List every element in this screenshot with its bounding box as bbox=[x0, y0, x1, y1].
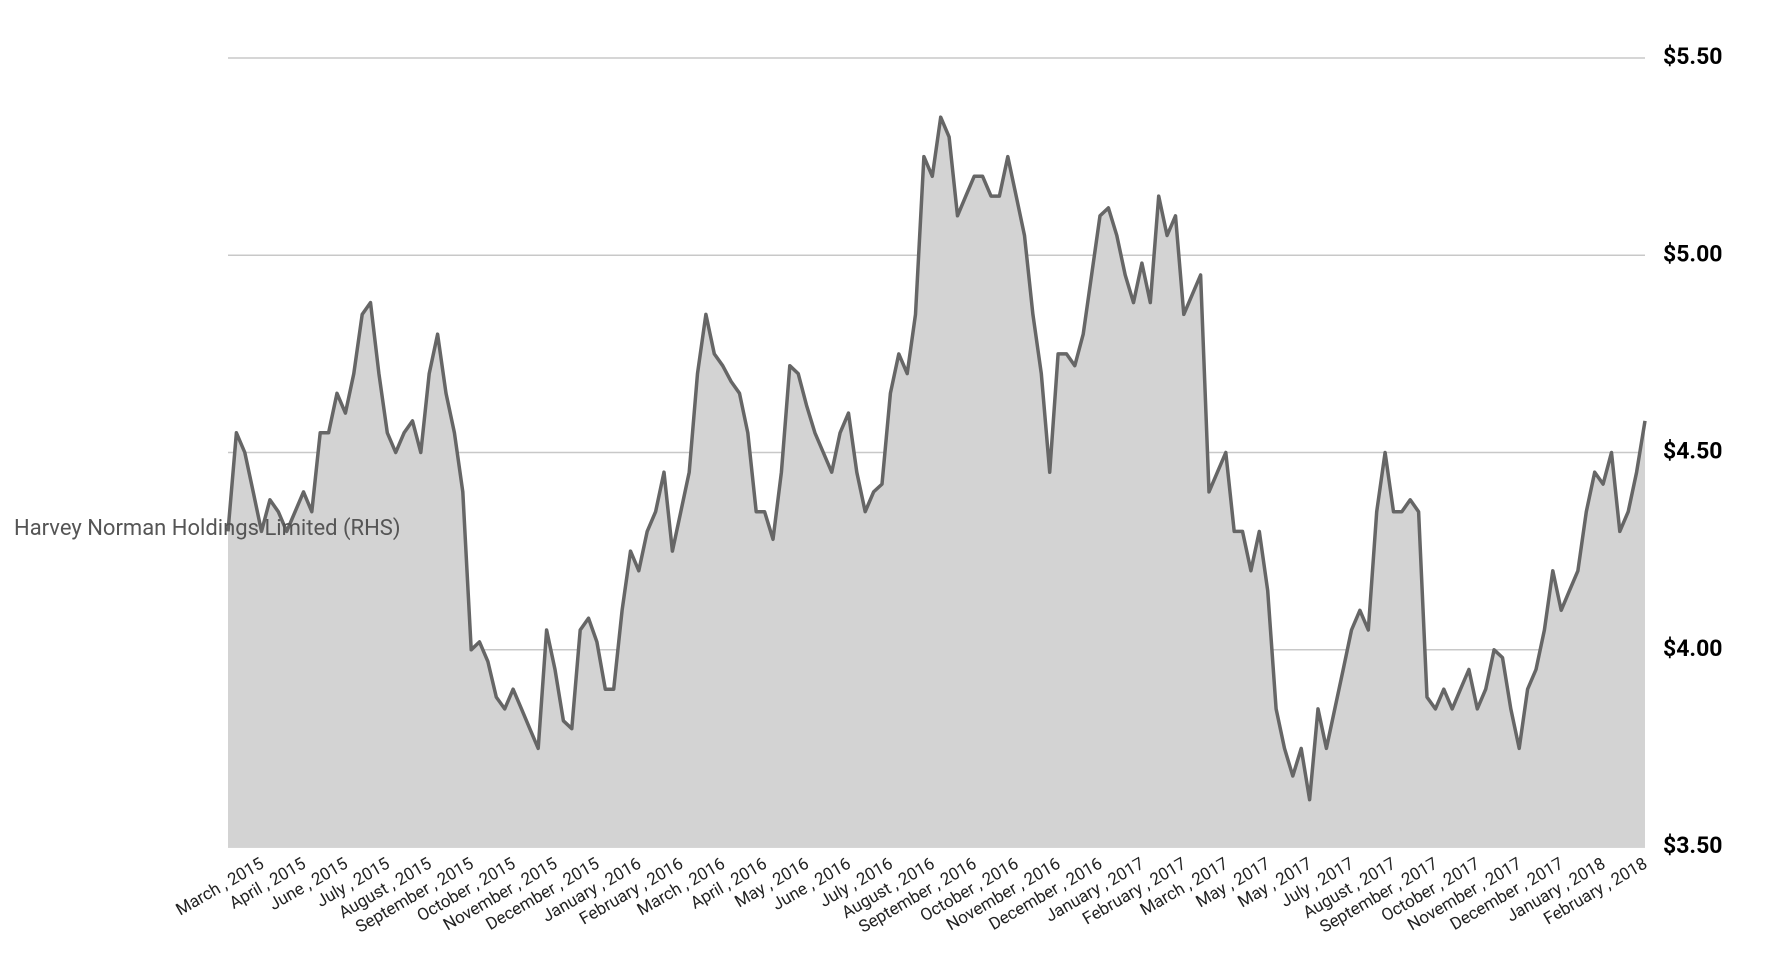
y-tick-label: $5.00 bbox=[1663, 240, 1722, 267]
y-tick-label: $4.50 bbox=[1663, 438, 1722, 465]
y-tick-label: $3.50 bbox=[1663, 832, 1722, 859]
y-tick-label: $4.00 bbox=[1663, 635, 1722, 662]
series-label: Harvey Norman Holdings Limited (RHS) bbox=[14, 516, 401, 541]
area bbox=[228, 117, 1645, 847]
line bbox=[226, 115, 1647, 802]
y-tick-label: $5.50 bbox=[1663, 43, 1722, 70]
